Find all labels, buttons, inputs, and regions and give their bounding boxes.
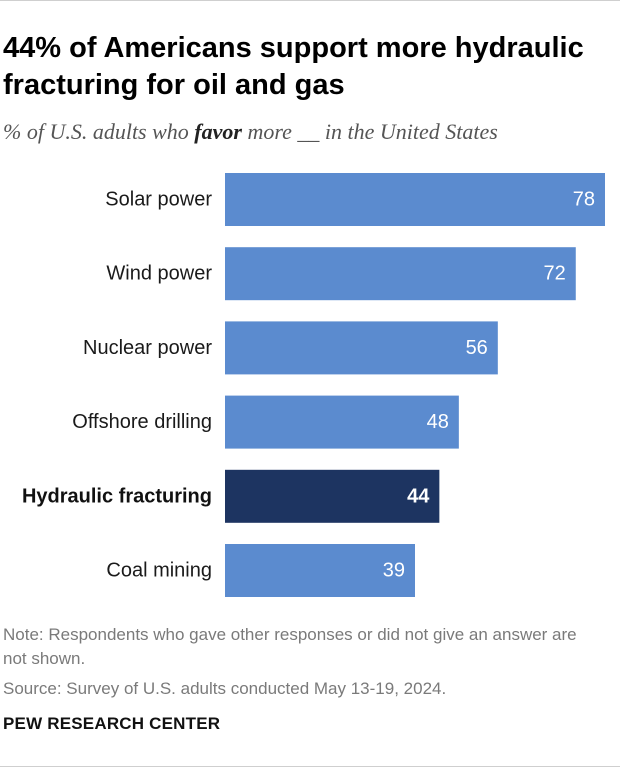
category-label-coal-mining: Coal mining [106,560,212,582]
value-label-nuclear-power: 56 [466,337,488,359]
subtitle-emphasis: favor [194,119,242,144]
value-label-coal-mining: 39 [383,560,405,582]
top-rule [0,0,620,1]
bar-hydraulic-fracturing [225,469,440,523]
category-label-solar-power: Solar power [105,189,212,211]
bar-chart: Solar power 78 Wind power 72 Nuclear power 56… [22,173,605,597]
bottom-rule [0,766,620,767]
value-label-offshore-drilling: 48 [427,411,449,433]
chart-title: 44% of Americans support more hydraulic … [3,32,584,101]
category-label-wind-power: Wind power [106,263,212,285]
value-label-hydraulic-fracturing: 44 [407,485,430,507]
subtitle-before: % of U.S. adults who [3,119,195,144]
bar-nuclear-power [225,321,498,375]
bar-wind-power [225,247,576,301]
category-label-hydraulic-fracturing: Hydraulic fracturing [22,485,212,507]
chart-source: Source: Survey of U.S. adults conducted … [3,679,447,698]
subtitle-after: more __ in the United States [241,119,498,144]
bar-coal-mining [225,544,415,597]
brand-logo-text: PEW RESEARCH CENTER [3,714,221,733]
chart-subtitle: % of U.S. adults who favor more __ in th… [3,118,615,146]
bar-solar-power [225,173,605,226]
value-label-wind-power: 72 [544,263,566,285]
chart-note: Note: Respondents who gave other respons… [3,625,577,668]
value-label-solar-power: 78 [573,189,595,211]
category-label-nuclear-power: Nuclear power [83,337,212,359]
category-label-offshore-drilling: Offshore drilling [72,411,212,433]
bar-offshore-drilling [225,395,459,449]
